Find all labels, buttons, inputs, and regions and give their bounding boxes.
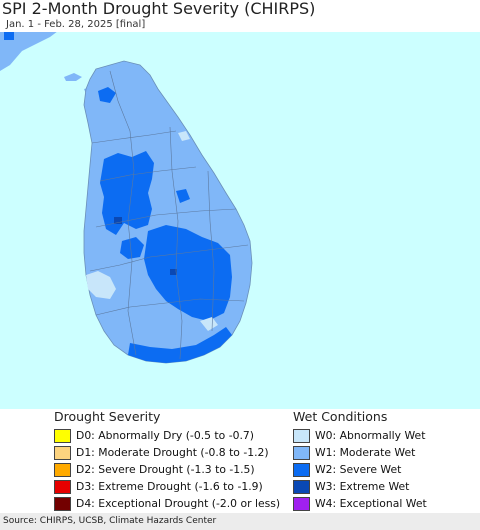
w2-zone-central-west — [120, 237, 144, 259]
w0-zone-northeast — [178, 131, 190, 141]
wet-legend-item: W3: Extreme Wet — [293, 478, 427, 495]
w2-zone-east-small — [176, 189, 190, 203]
district-line-1 — [91, 130, 177, 144]
footer: Source: CHIRPS, UCSB, Climate Hazards Ce… — [0, 513, 480, 530]
w2-zone-east-central — [144, 225, 232, 321]
wet-legend-item: W0: Abnormally Wet — [293, 427, 427, 444]
wet-legend-swatch — [293, 428, 310, 443]
drought-legend-label: D0: Abnormally Dry (-0.5 to -0.7) — [76, 429, 254, 442]
drought-legend-swatch — [54, 462, 71, 477]
district-line-9 — [109, 70, 131, 132]
drought-legend-swatch — [54, 428, 71, 443]
drought-legend: Drought Severity D0: Abnormally Dry (-0.… — [54, 409, 280, 512]
drought-legend-title: Drought Severity — [54, 409, 161, 424]
w3-patch-1 — [114, 217, 122, 224]
island-west — [64, 73, 82, 81]
wet-legend: Wet Conditions W0: Abnormally Wet W1: Mod… — [293, 409, 427, 512]
wet-legend-item: W4: Exceptional Wet — [293, 495, 427, 512]
wet-legend-title: Wet Conditions — [293, 409, 388, 424]
map-title: SPI 2-Month Drought Severity (CHIRPS) — [2, 0, 316, 18]
wet-legend-item: W2: Severe Wet — [293, 461, 427, 478]
district-line-2 — [99, 166, 197, 182]
drought-legend-item: D4: Exceptional Drought (-2.0 or less) — [54, 495, 280, 512]
drought-legend-swatch — [54, 496, 71, 511]
wet-legend-label: W3: Extreme Wet — [315, 480, 410, 493]
drought-legend-label: D3: Extreme Drought (-1.6 to -1.9) — [76, 480, 263, 493]
district-line-7 — [169, 126, 183, 360]
w2-zone-south-coast — [128, 327, 232, 363]
drought-legend-item: D1: Moderate Drought (-0.8 to -1.2) — [54, 444, 280, 461]
drought-legend-swatch — [54, 445, 71, 460]
district-line-4 — [89, 244, 249, 272]
drought-legend-item: D3: Extreme Drought (-1.6 to -1.9) — [54, 478, 280, 495]
map-legend: Drought Severity D0: Abnormally Dry (-0.… — [0, 409, 480, 513]
wet-legend-item: W1: Moderate Wet — [293, 444, 427, 461]
map-date-range: Jan. 1 - Feb. 28, 2025 [final] — [6, 19, 146, 30]
wet-legend-label: W4: Exceptional Wet — [315, 497, 427, 510]
district-line-6 — [127, 130, 137, 356]
drought-legend-label: D2: Severe Drought (-1.3 to -1.5) — [76, 463, 255, 476]
wet-legend-label: W2: Severe Wet — [315, 463, 402, 476]
drought-legend-item: D2: Severe Drought (-1.3 to -1.5) — [54, 461, 280, 478]
wet-legend-swatch — [293, 479, 310, 494]
w2-zone-north — [98, 87, 116, 103]
map-canvas — [0, 31, 480, 409]
drought-legend-label: D4: Exceptional Drought (-2.0 or less) — [76, 497, 281, 510]
wet-legend-label: W0: Abnormally Wet — [315, 429, 426, 442]
district-line-8 — [207, 170, 215, 332]
india-landmass — [0, 31, 58, 71]
drought-legend-label: D1: Moderate Drought (-0.8 to -1.2) — [76, 446, 269, 459]
drought-legend-item: D0: Abnormally Dry (-0.5 to -0.7) — [54, 427, 280, 444]
wet-legend-swatch — [293, 496, 310, 511]
wet-legend-label: W1: Moderate Wet — [315, 446, 416, 459]
w3-patch-2 — [170, 269, 177, 275]
wet-legend-swatch — [293, 462, 310, 477]
map-header: SPI 2-Month Drought Severity (CHIRPS) Ja… — [0, 0, 480, 32]
drought-map — [0, 31, 480, 409]
district-line-3 — [95, 208, 237, 228]
w2-zone-north-central — [100, 151, 154, 235]
source-credit: Source: CHIRPS, UCSB, Climate Hazards Ce… — [3, 516, 217, 526]
drought-legend-swatch — [54, 479, 71, 494]
india-wet-patch — [4, 32, 14, 40]
w0-zone-west — [86, 271, 116, 299]
w0-zone-southeast — [200, 317, 218, 331]
wet-legend-swatch — [293, 445, 310, 460]
district-line-5 — [95, 298, 245, 316]
